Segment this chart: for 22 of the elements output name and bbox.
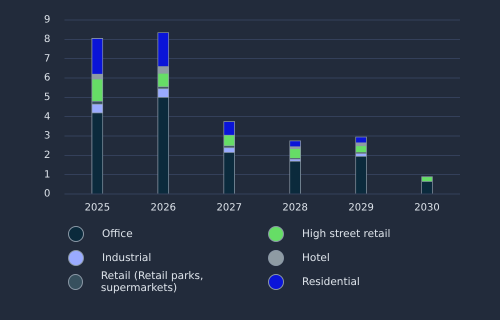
- y-tick-label: 5: [44, 92, 50, 103]
- legend-label: Office: [102, 228, 133, 240]
- legend-label: Industrial: [102, 252, 152, 264]
- y-tick-label: 2: [44, 150, 50, 161]
- legend-label: Residential: [302, 276, 360, 288]
- x-tick-label: 2027: [216, 202, 242, 214]
- y-tick-label: 8: [44, 34, 50, 45]
- legend-label: Hotel: [302, 252, 330, 264]
- y-tick-label: 9: [44, 14, 50, 26]
- y-tick-label: 3: [44, 130, 50, 142]
- legend-label: High street retail: [302, 228, 390, 240]
- x-tick-label: 2028: [282, 202, 308, 214]
- y-tick-label: 6: [44, 72, 50, 84]
- x-tick-label: 2025: [84, 202, 110, 214]
- y-tick-label: 4: [44, 111, 50, 122]
- y-tick-label: 7: [44, 53, 50, 64]
- y-tick-label: 0: [44, 188, 50, 200]
- x-tick-label: 2026: [150, 202, 176, 214]
- x-tick-label: 2030: [414, 202, 440, 214]
- y-tick-label: 1: [44, 169, 50, 180]
- x-tick-label: 2029: [348, 202, 374, 214]
- legend-label: Retail (Retail parks, supermarkets): [100, 270, 204, 294]
